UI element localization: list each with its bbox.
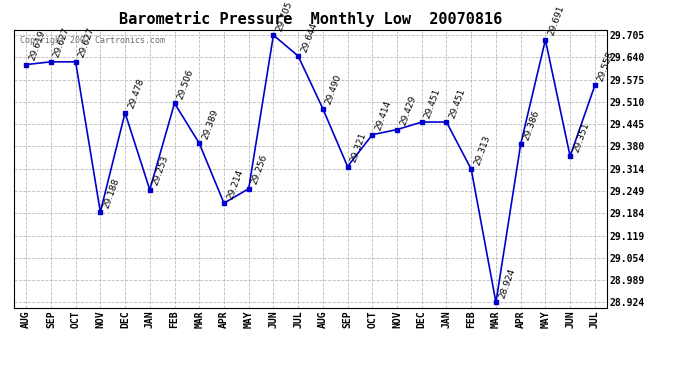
Text: 29.691: 29.691 (546, 4, 566, 37)
Text: 29.619: 29.619 (28, 29, 47, 62)
Text: 29.351: 29.351 (571, 121, 591, 153)
Text: 29.188: 29.188 (101, 177, 121, 209)
Text: 29.414: 29.414 (374, 99, 393, 132)
Title: Barometric Pressure  Monthly Low  20070816: Barometric Pressure Monthly Low 20070816 (119, 12, 502, 27)
Text: 29.256: 29.256 (250, 153, 269, 186)
Text: 29.389: 29.389 (201, 108, 220, 141)
Text: 29.506: 29.506 (176, 68, 195, 100)
Text: 29.429: 29.429 (398, 94, 417, 127)
Text: 29.321: 29.321 (349, 131, 368, 164)
Text: 29.558: 29.558 (596, 50, 615, 82)
Text: 29.386: 29.386 (522, 109, 541, 141)
Text: 29.627: 29.627 (77, 27, 96, 59)
Text: 29.313: 29.313 (473, 134, 492, 166)
Text: 29.451: 29.451 (423, 87, 442, 119)
Text: 29.253: 29.253 (151, 154, 170, 187)
Text: Copyright 2007 Cartronics.com: Copyright 2007 Cartronics.com (20, 36, 165, 45)
Text: 29.490: 29.490 (324, 74, 344, 106)
Text: 29.644: 29.644 (299, 21, 319, 53)
Text: 29.214: 29.214 (226, 168, 244, 200)
Text: 29.478: 29.478 (126, 78, 146, 110)
Text: 29.705: 29.705 (275, 0, 294, 32)
Text: 29.451: 29.451 (448, 87, 467, 119)
Text: 28.924: 28.924 (497, 267, 517, 300)
Text: 29.627: 29.627 (52, 27, 72, 59)
